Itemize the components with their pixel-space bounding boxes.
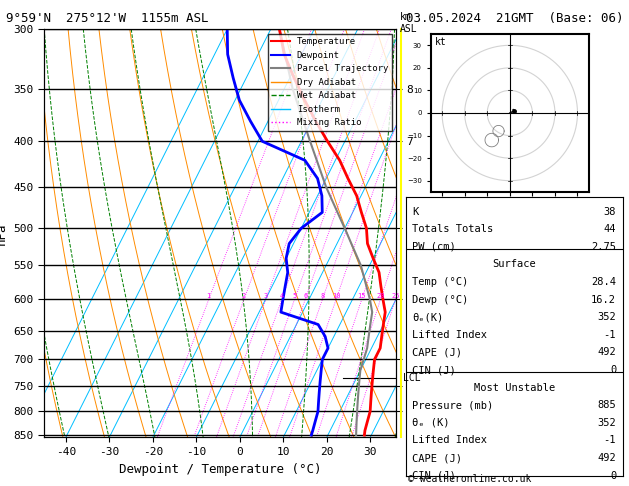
Text: 352: 352 — [598, 312, 616, 322]
Text: kt: kt — [435, 37, 447, 47]
Text: PW (cm): PW (cm) — [412, 242, 456, 252]
Text: 16.2: 16.2 — [591, 295, 616, 305]
Text: 28.4: 28.4 — [591, 277, 616, 287]
Text: Lifted Index: Lifted Index — [412, 330, 487, 340]
Text: Surface: Surface — [493, 260, 536, 269]
Text: 38: 38 — [604, 207, 616, 217]
Text: θₑ (K): θₑ (K) — [412, 418, 450, 428]
Text: Temp (°C): Temp (°C) — [412, 277, 469, 287]
X-axis label: Dewpoint / Temperature (°C): Dewpoint / Temperature (°C) — [119, 463, 321, 476]
Text: 0: 0 — [610, 470, 616, 481]
Text: 25: 25 — [391, 294, 399, 299]
Legend: Temperature, Dewpoint, Parcel Trajectory, Dry Adiabat, Wet Adiabat, Isotherm, Mi: Temperature, Dewpoint, Parcel Trajectory… — [268, 34, 392, 131]
Text: 10: 10 — [332, 294, 340, 299]
Text: 492: 492 — [598, 453, 616, 463]
Text: 8: 8 — [320, 294, 325, 299]
Text: 44: 44 — [604, 224, 616, 234]
Text: 15: 15 — [357, 294, 366, 299]
Text: CAPE (J): CAPE (J) — [412, 453, 462, 463]
Text: 3: 3 — [264, 294, 268, 299]
Text: Most Unstable: Most Unstable — [474, 382, 555, 393]
Text: K: K — [412, 207, 418, 217]
Text: 352: 352 — [598, 418, 616, 428]
Text: 492: 492 — [598, 347, 616, 358]
Text: © weatheronline.co.uk: © weatheronline.co.uk — [408, 473, 531, 484]
Text: 1: 1 — [207, 294, 211, 299]
Text: 2: 2 — [242, 294, 246, 299]
Text: Totals Totals: Totals Totals — [412, 224, 494, 234]
Text: Lifted Index: Lifted Index — [412, 435, 487, 446]
Text: 03.05.2024  21GMT  (Base: 06): 03.05.2024 21GMT (Base: 06) — [406, 12, 623, 25]
Text: 885: 885 — [598, 400, 616, 410]
Text: 6: 6 — [303, 294, 308, 299]
Text: CAPE (J): CAPE (J) — [412, 347, 462, 358]
Y-axis label: hPa: hPa — [0, 222, 8, 244]
Text: CIN (J): CIN (J) — [412, 470, 456, 481]
Text: θₑ(K): θₑ(K) — [412, 312, 443, 322]
Text: 4: 4 — [280, 294, 284, 299]
Text: CIN (J): CIN (J) — [412, 365, 456, 375]
Text: 0: 0 — [610, 365, 616, 375]
Text: km
ASL: km ASL — [399, 12, 417, 34]
Text: -1: -1 — [604, 330, 616, 340]
Text: 9°59'N  275°12'W  1155m ASL: 9°59'N 275°12'W 1155m ASL — [6, 12, 209, 25]
Text: -1: -1 — [604, 435, 616, 446]
Text: LCL: LCL — [403, 373, 420, 383]
Text: 5: 5 — [292, 294, 297, 299]
Text: Dewp (°C): Dewp (°C) — [412, 295, 469, 305]
Text: Pressure (mb): Pressure (mb) — [412, 400, 494, 410]
Text: 2.75: 2.75 — [591, 242, 616, 252]
Text: 20: 20 — [376, 294, 385, 299]
